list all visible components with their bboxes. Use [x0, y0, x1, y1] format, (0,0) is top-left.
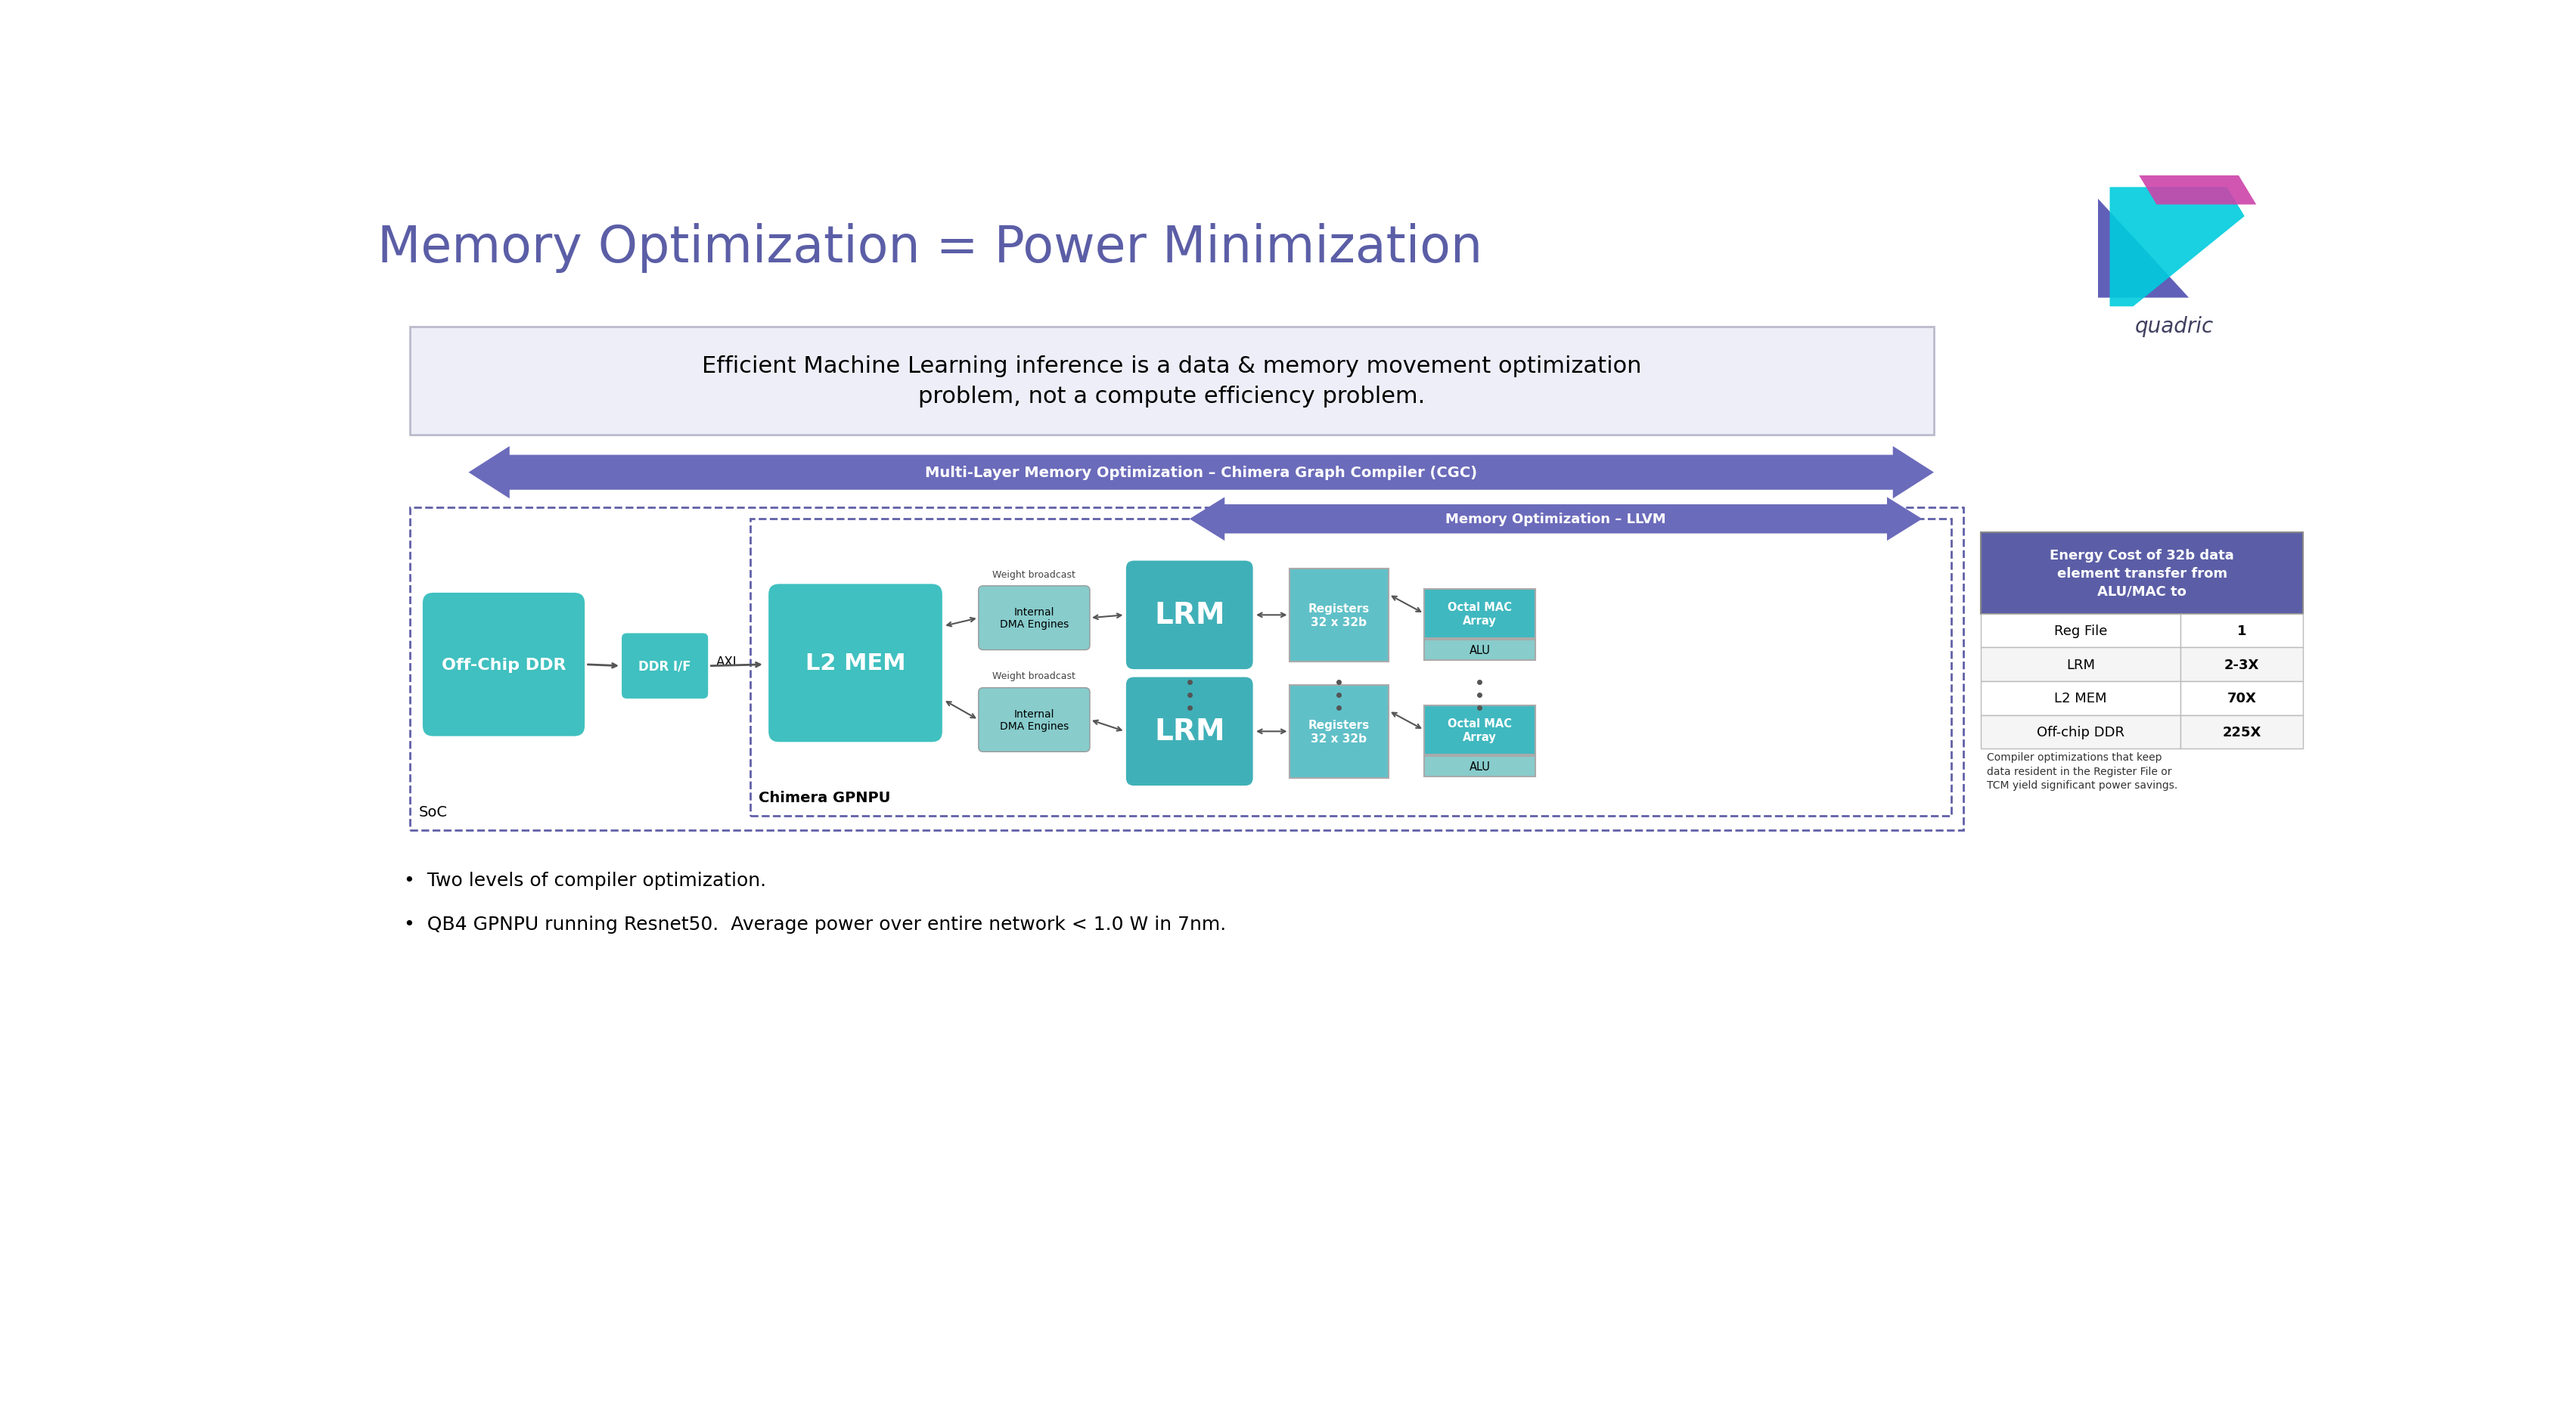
Text: Internal
DMA Engines: Internal DMA Engines	[999, 607, 1069, 629]
Text: Internal
DMA Engines: Internal DMA Engines	[999, 709, 1069, 731]
Bar	[410, 327, 1935, 435]
FancyBboxPatch shape	[422, 592, 585, 737]
Text: AXI: AXI	[716, 656, 737, 668]
Text: SoC: SoC	[420, 804, 448, 819]
Bar	[410, 508, 1963, 831]
Polygon shape	[2110, 188, 2244, 307]
Text: LRM: LRM	[1154, 601, 1226, 630]
Text: 225X: 225X	[2223, 726, 2262, 739]
Bar	[1425, 757, 1535, 776]
Text: LRM: LRM	[1154, 717, 1226, 746]
Polygon shape	[2097, 199, 2190, 298]
Text: L2 MEM: L2 MEM	[2056, 692, 2107, 705]
FancyBboxPatch shape	[1126, 677, 1255, 788]
Polygon shape	[2138, 176, 2257, 205]
Text: Registers
32 x 32b: Registers 32 x 32b	[1309, 604, 1370, 628]
Text: 70X: 70X	[2228, 692, 2257, 705]
Bar	[1981, 614, 2182, 647]
Bar	[1288, 569, 1388, 661]
Bar	[2182, 614, 2303, 647]
Text: Memory Optimization – LLVM: Memory Optimization – LLVM	[1445, 512, 1667, 526]
Text: Reg File: Reg File	[2053, 625, 2107, 637]
FancyBboxPatch shape	[979, 587, 1090, 650]
Text: Multi-Layer Memory Optimization – Chimera Graph Compiler (CGC): Multi-Layer Memory Optimization – Chimer…	[925, 466, 1476, 480]
Text: quadric: quadric	[2136, 316, 2213, 337]
Polygon shape	[1190, 497, 1922, 541]
Bar	[2182, 647, 2303, 682]
Text: Octal MAC
Array: Octal MAC Array	[1448, 717, 1512, 743]
Text: ALU: ALU	[1468, 644, 1489, 656]
Text: Weight broadcast: Weight broadcast	[992, 671, 1077, 681]
Text: Efficient Machine Learning inference is a data & memory movement optimization
pr: Efficient Machine Learning inference is …	[703, 355, 1641, 407]
Bar	[1288, 685, 1388, 778]
Polygon shape	[469, 446, 1935, 498]
Text: Off-chip DDR: Off-chip DDR	[2038, 726, 2125, 739]
Bar	[1425, 706, 1535, 755]
Text: Chimera GPNPU: Chimera GPNPU	[760, 790, 891, 804]
Text: •  QB4 GPNPU running Resnet50.  Average power over entire network < 1.0 W in 7nm: • QB4 GPNPU running Resnet50. Average po…	[404, 915, 1226, 934]
Text: Memory Optimization = Power Minimization: Memory Optimization = Power Minimization	[379, 223, 1484, 272]
Text: Compiler optimizations that keep
data resident in the Register File or
TCM yield: Compiler optimizations that keep data re…	[1986, 753, 2177, 790]
Bar	[1981, 647, 2182, 682]
Bar	[750, 519, 1953, 816]
FancyBboxPatch shape	[979, 688, 1090, 753]
Text: L2 MEM: L2 MEM	[806, 653, 907, 674]
Text: •  Two levels of compiler optimization.: • Two levels of compiler optimization.	[404, 872, 768, 890]
FancyBboxPatch shape	[621, 633, 708, 699]
Text: Energy Cost of 32b data
element transfer from
ALU/MAC to: Energy Cost of 32b data element transfer…	[2050, 549, 2233, 598]
Text: Registers
32 x 32b: Registers 32 x 32b	[1309, 719, 1370, 744]
Text: DDR I/F: DDR I/F	[639, 660, 690, 673]
Text: 1: 1	[2236, 625, 2246, 637]
Text: Octal MAC
Array: Octal MAC Array	[1448, 602, 1512, 626]
Bar	[2182, 716, 2303, 750]
Bar	[1425, 640, 1535, 661]
Bar	[1425, 590, 1535, 639]
Text: 2-3X: 2-3X	[2223, 658, 2259, 671]
Bar	[1981, 532, 2303, 614]
Bar	[2182, 682, 2303, 716]
Bar	[1981, 682, 2182, 716]
FancyBboxPatch shape	[1126, 560, 1255, 671]
Text: Off-Chip DDR: Off-Chip DDR	[440, 657, 567, 673]
Text: ALU: ALU	[1468, 761, 1489, 772]
Bar	[1981, 716, 2182, 750]
Text: LRM: LRM	[2066, 658, 2094, 671]
FancyBboxPatch shape	[768, 583, 943, 743]
Text: Weight broadcast: Weight broadcast	[992, 570, 1077, 580]
